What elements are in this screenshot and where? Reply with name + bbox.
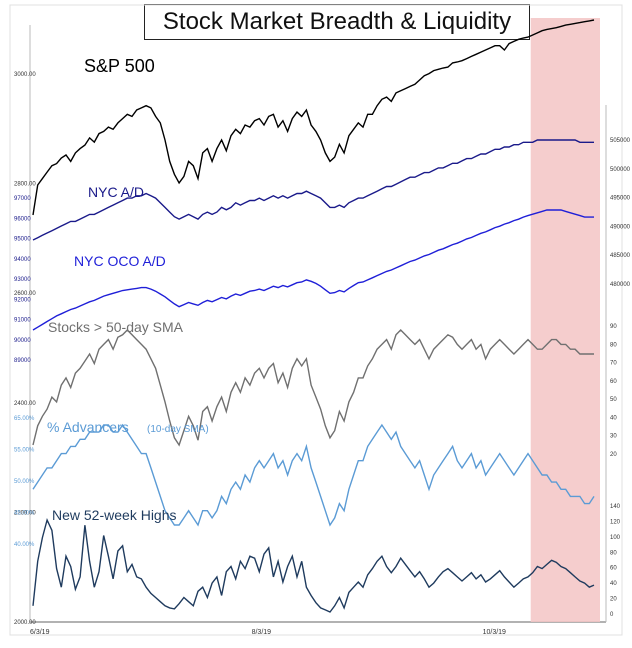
nyc-ad-left-tick-label: 93000 [14,277,31,283]
highs-tick-label: 20 [610,597,617,603]
stocks50-tick-label: 50 [610,397,617,403]
nyc-ad-left-tick-label: 97000 [14,196,31,202]
spx-tick-label: 2000.00 [14,620,36,626]
pct-adv-tick-label: 45.00% [14,511,35,517]
stocks50-tick-label: 90 [610,324,617,330]
nyc-ad-right-tick-label: 485000 [610,253,631,259]
pct-adv-tick-label: 65.00% [14,416,35,422]
spx-tick-label: 3000.00 [14,72,36,78]
nyc-ad-left-tick-label: 90000 [14,338,31,344]
stocks50-tick-label: 80 [610,342,617,348]
nyc-ad-right-tick-label: 505000 [610,138,631,144]
series-label-sp500: S&P 500 [84,56,155,76]
nyc-ad-right-tick-label: 500000 [610,167,631,173]
series-line-pct-advancers [32,423,595,527]
highs-tick-label: 0 [610,612,614,618]
nyc-ad-left-tick-label: 96000 [14,216,31,222]
series-label-nyc-oco-ad: NYC OCO A/D [74,253,166,269]
pct-adv-tick-label: 50.00% [14,479,35,485]
chart-title: Stock Market Breadth & Liquidity [144,4,530,40]
highs-right-ticks: 140 120 100 80 60 40 20 0 [610,504,621,618]
series-line-sp500 [32,19,595,216]
spx-tick-label: 2200.00 [14,510,36,516]
highs-tick-label: 60 [610,566,617,572]
highs-tick-label: 80 [610,550,617,556]
series-label-stocks-50sma: Stocks > 50-day SMA [48,319,184,335]
nyc-ad-left-ticks: 97000 96000 95000 94000 93000 92000 91000 90000… [14,196,31,364]
x-axis-ticks: 6/3/19 8/3/19 10/3/19 [30,629,506,636]
stocks50-tick-label: 70 [610,361,617,367]
series-label-new-highs: New 52-week Highs [52,507,177,523]
spx-tick-label: 2400.00 [14,401,36,407]
nyc-ad-left-tick-label: 92000 [14,297,31,303]
highlight-band [530,18,600,622]
stocks50-tick-label: 20 [610,452,617,458]
x-tick-label: 6/3/19 [30,629,50,636]
series-line-nyc-ad [32,139,594,241]
series-line-new-highs [32,517,595,613]
stocks50-tick-label: 40 [610,415,617,421]
nyc-ad-right-ticks: 505000 500000 495000 490000 485000 480000 [610,138,631,288]
stocks50-right-ticks: 90 80 70 60 50 40 30 20 [610,324,617,458]
x-tick-label: 10/3/19 [483,629,506,636]
spx-axis-ticks: 3000.00 2800.00 2600.00 2400.00 2200.00 2000.… [14,72,36,626]
nyc-ad-right-tick-label: 495000 [610,196,631,202]
pct-adv-left-ticks: 65.00% 55.00% 50.00% 45.00% 40.00% [14,416,35,548]
series-line-stocks-50sma [32,328,594,447]
outer-frame [9,4,623,636]
nyc-ad-left-tick-label: 91000 [14,318,31,324]
nyc-ad-left-tick-label: 89000 [14,358,31,364]
spx-tick-label: 2600.00 [14,291,36,297]
nyc-ad-right-tick-label: 480000 [610,282,631,288]
series-label-nyc-ad: NYC A/D [88,184,144,200]
highs-tick-label: 120 [610,519,621,525]
series-line-nyc-oco-ad [32,209,594,331]
highs-tick-label: 140 [610,504,621,510]
nyc-ad-left-tick-label: 94000 [14,257,31,263]
stocks50-tick-label: 30 [610,434,617,440]
spx-tick-label: 2800.00 [14,182,36,188]
nyc-ad-left-tick-label: 95000 [14,237,31,243]
stocks50-tick-label: 60 [610,379,617,385]
x-tick-label: 8/3/19 [252,629,272,636]
pct-adv-tick-label: 55.00% [14,448,35,454]
pct-adv-tick-label: 40.00% [14,542,35,548]
highs-tick-label: 100 [610,535,621,541]
nyc-ad-right-tick-label: 490000 [610,224,631,230]
highs-tick-label: 40 [610,581,617,587]
series-label-pct-advancers: % Advancers [47,419,129,435]
series-label-pct-advancers-subtitle: (10-day SMA) [147,424,209,435]
